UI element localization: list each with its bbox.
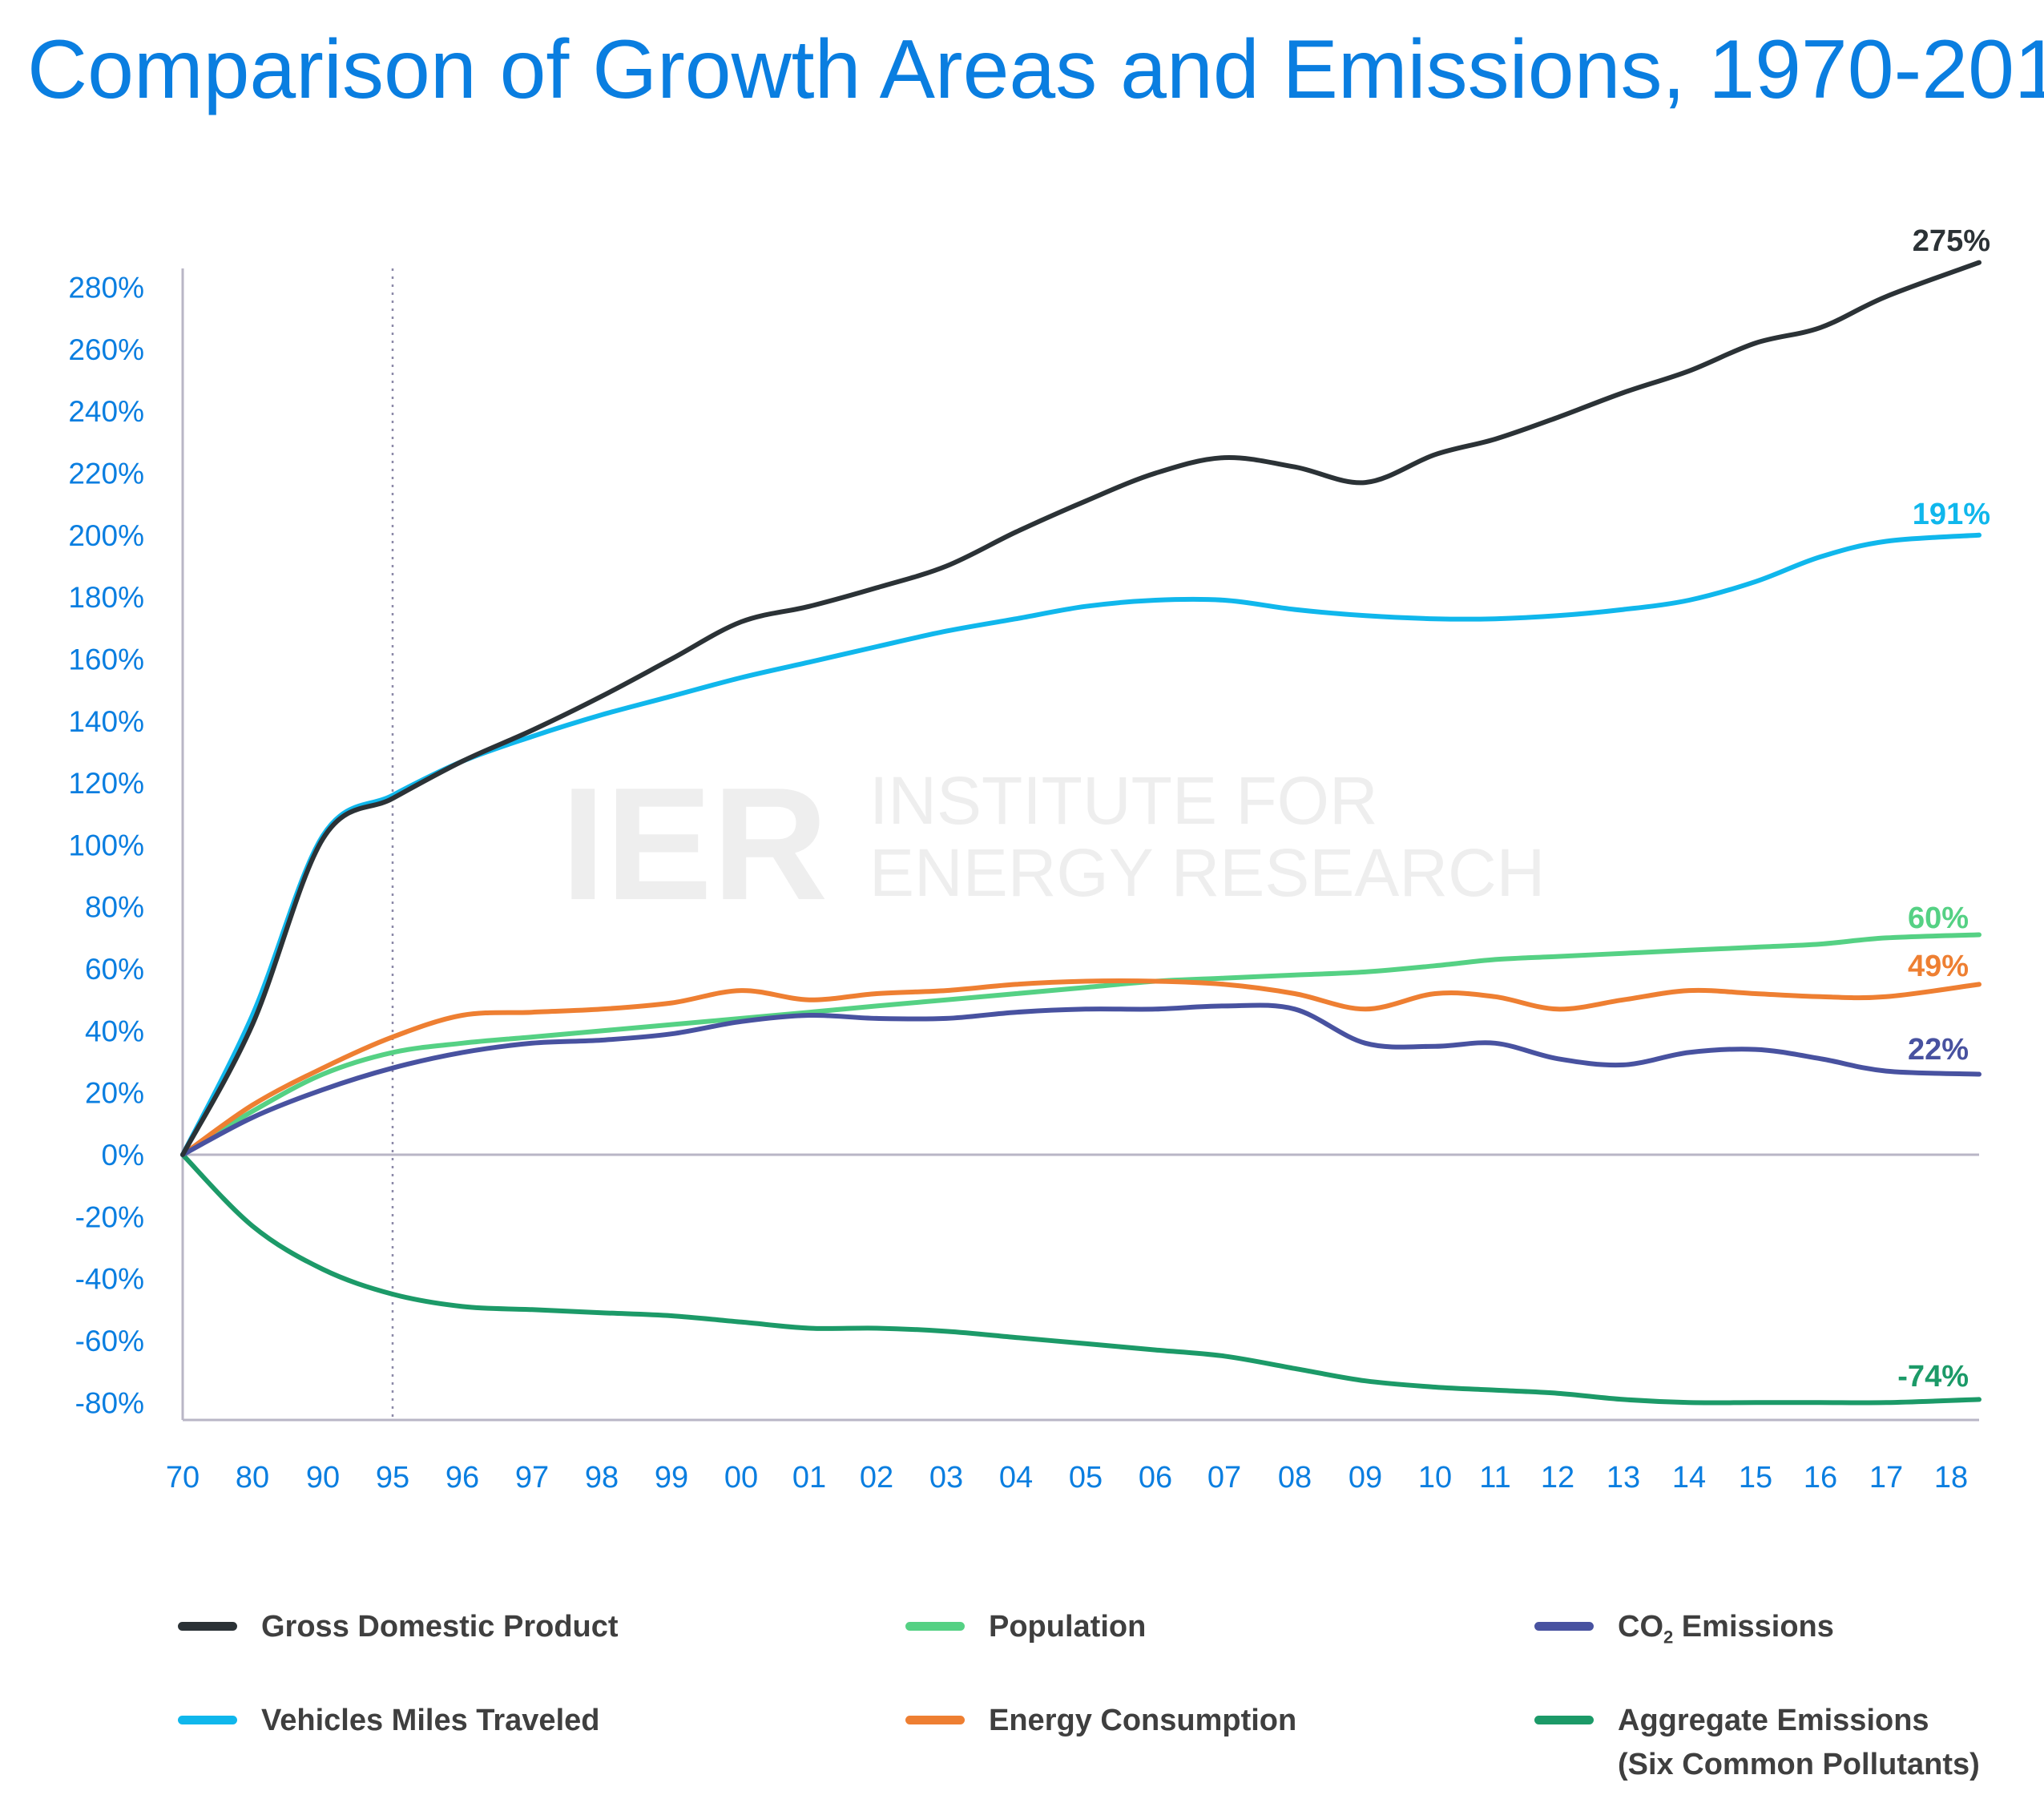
y-tick-label: 40%	[85, 1014, 144, 1047]
x-tick-label: 02	[860, 1461, 893, 1494]
x-tick-label: 90	[306, 1461, 340, 1494]
series-layer	[180, 260, 1982, 1406]
y-tick-label: 200%	[68, 519, 144, 552]
x-tick-label: 98	[585, 1461, 619, 1494]
x-tick-label: 70	[166, 1461, 200, 1494]
series-line-gdp	[180, 260, 1982, 1157]
y-tick-label: 220%	[68, 457, 144, 490]
y-tick-label: 140%	[68, 705, 144, 738]
watermark-line1: INSTITUTE FOR	[869, 763, 1378, 838]
y-tick-label: -60%	[75, 1325, 144, 1357]
x-tick-label: 00	[724, 1461, 758, 1494]
y-tick-label: 120%	[68, 767, 144, 800]
axes: 280%260%240%220%200%180%160%140%120%100%…	[68, 268, 1979, 1494]
x-tick-label: 12	[1541, 1461, 1574, 1494]
x-tick-label: 05	[1069, 1461, 1103, 1494]
x-tick-label: 01	[792, 1461, 826, 1494]
x-tick-label: 09	[1349, 1461, 1382, 1494]
y-tick-label: 260%	[68, 333, 144, 366]
chart-title-text: Comparison of Growth Areas and Emissions…	[27, 23, 2044, 116]
end-label-aggregate: -74%	[1897, 1360, 1969, 1394]
y-tick-label: -40%	[75, 1263, 144, 1296]
y-tick-label: 80%	[85, 891, 144, 924]
x-tick-label: 16	[1804, 1461, 1837, 1494]
x-tick-label: 18	[1934, 1461, 1968, 1494]
y-tick-label: 160%	[68, 643, 144, 676]
end-label-energy: 49%	[1908, 950, 1969, 983]
y-tick-label: 100%	[68, 829, 144, 861]
series-line-co2	[180, 1002, 1982, 1157]
x-tick-label: 08	[1278, 1461, 1312, 1494]
x-tick-label: 07	[1207, 1461, 1241, 1494]
series-line-energy	[180, 978, 1982, 1157]
series-line-aggregate	[180, 1152, 1982, 1406]
x-tick-label: 95	[376, 1461, 409, 1494]
x-tick-label: 10	[1418, 1461, 1452, 1494]
watermark-logo: IER	[561, 755, 828, 934]
x-tick-label: 14	[1672, 1461, 1706, 1494]
x-tick-label: 17	[1869, 1461, 1903, 1494]
watermark-line2: ENERGY RESEARCH	[869, 835, 1545, 910]
end-label-population: 60%	[1908, 902, 1969, 935]
y-tick-label: 280%	[68, 272, 144, 305]
labels-layer: -74% 60% 49% 22% 191% 275%	[1897, 224, 1990, 1394]
y-tick-label: 0%	[102, 1139, 144, 1172]
y-tick-label: 240%	[68, 395, 144, 428]
y-tick-label: 20%	[85, 1077, 144, 1110]
x-tick-label: 06	[1139, 1461, 1172, 1494]
x-tick-label: 13	[1607, 1461, 1640, 1494]
x-tick-label: 11	[1479, 1461, 1510, 1494]
x-tick-label: 15	[1739, 1461, 1772, 1494]
y-tick-label: -80%	[75, 1386, 144, 1419]
x-tick-label: 99	[655, 1461, 688, 1494]
chart-title: Comparison of Growth Areas and Emissions…	[27, 22, 2044, 118]
series-line-population	[180, 932, 1982, 1157]
watermark: IER INSTITUTE FOR ENERGY RESEARCH	[561, 755, 1545, 934]
x-tick-label: 03	[929, 1461, 963, 1494]
end-label-co2: 22%	[1908, 1033, 1969, 1067]
y-tick-label: 60%	[85, 953, 144, 986]
end-label-gdp: 275%	[1913, 224, 1990, 258]
x-tick-label: 96	[445, 1461, 479, 1494]
y-tick-label: -20%	[75, 1200, 144, 1233]
x-tick-label: 97	[515, 1461, 549, 1494]
x-tick-label: 80	[236, 1461, 269, 1494]
x-tick-label: 04	[999, 1461, 1033, 1494]
y-tick-label: 180%	[68, 581, 144, 614]
end-label-vmt: 191%	[1913, 498, 1990, 531]
